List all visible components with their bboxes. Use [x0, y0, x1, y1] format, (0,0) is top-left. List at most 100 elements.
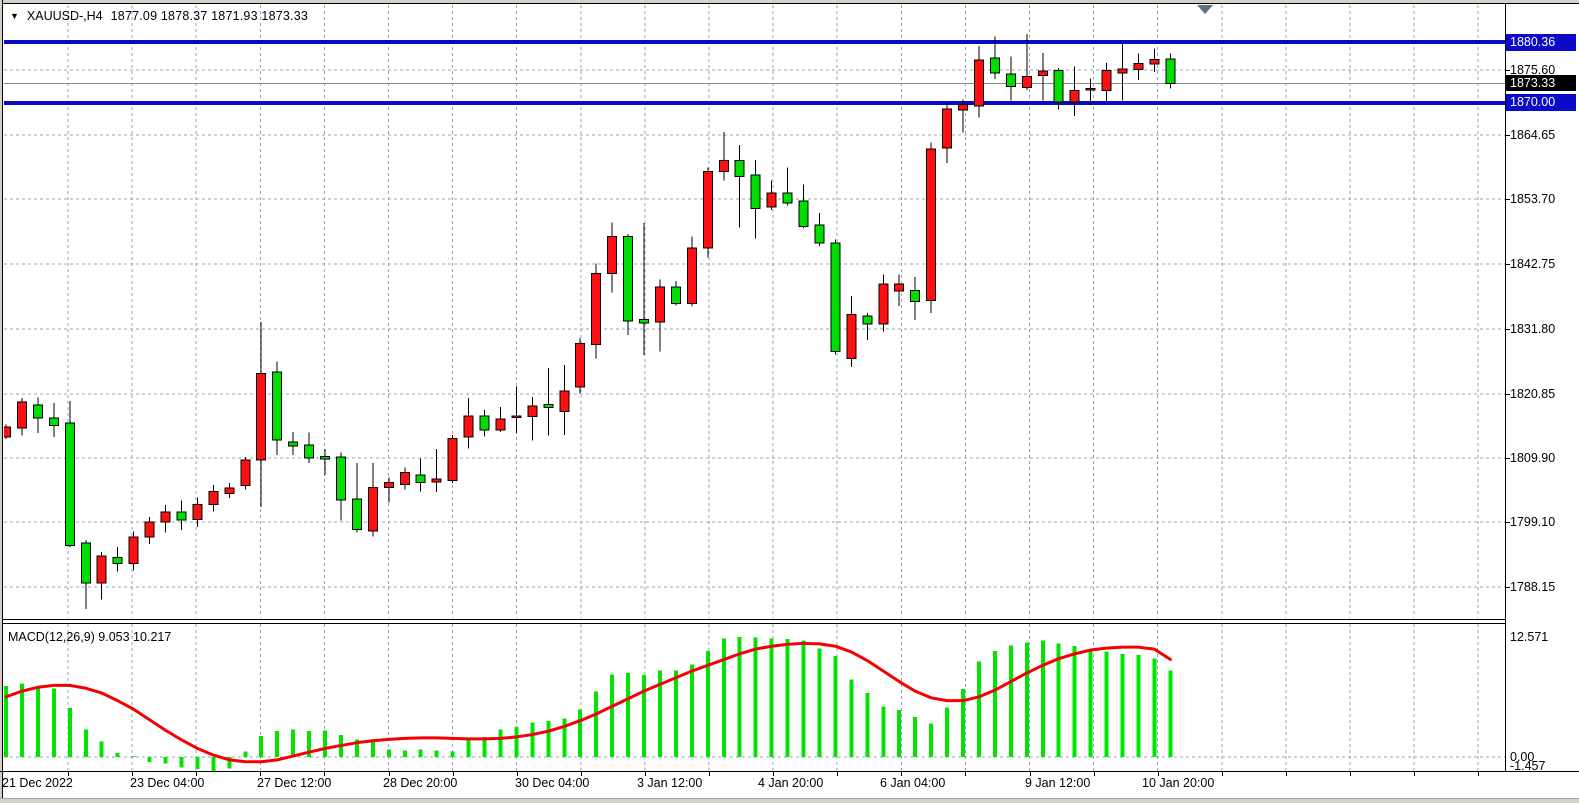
macd-histogram-bar	[865, 693, 870, 757]
macd-histogram-bar	[307, 731, 312, 757]
macd-indicator-label: MACD(12,26,9) 9.053 10.217	[8, 630, 172, 644]
candle-body	[224, 487, 235, 494]
symbol-dropdown-icon[interactable]: ▼	[10, 10, 19, 21]
candle-body	[926, 148, 937, 302]
price-axis-label: 1875.60	[1510, 63, 1556, 77]
candle-body	[862, 315, 873, 325]
chart-shift-marker-icon[interactable]	[1197, 5, 1213, 14]
chart-axis-divider	[1505, 4, 1506, 772]
candle-body	[272, 371, 283, 441]
candle-body	[910, 290, 921, 303]
candle-body	[958, 103, 968, 111]
macd-histogram-bar	[578, 709, 583, 757]
macd-histogram-bar	[1008, 645, 1013, 757]
macd-histogram-bar	[737, 636, 742, 757]
macd-histogram-bar	[913, 716, 918, 757]
macd-axis-label: 0.00	[1510, 750, 1535, 764]
time-axis-label: 10 Jan 20:00	[1142, 776, 1215, 790]
macd-histogram-bar	[195, 757, 200, 769]
macd-histogram-bar	[817, 648, 822, 757]
macd-histogram-bar	[689, 664, 694, 757]
candle-body	[989, 57, 1000, 74]
window-top-edge	[0, 0, 1579, 4]
pane-separator[interactable]	[3, 619, 1506, 624]
price-axis-label: 1809.90	[1510, 451, 1556, 465]
candle-body	[415, 474, 426, 484]
candle-body	[1165, 58, 1176, 84]
time-axis-tick	[1285, 772, 1287, 776]
macd-histogram-bar	[83, 729, 88, 757]
candle-body	[623, 236, 634, 322]
macd-histogram-bar	[35, 686, 40, 757]
candle-body	[782, 192, 793, 204]
candle-body	[575, 343, 586, 388]
macd-histogram-bar	[67, 708, 72, 757]
macd-histogram-bar	[131, 755, 136, 757]
macd-histogram-bar	[514, 727, 519, 757]
price-axis-tick	[1505, 587, 1510, 588]
candle-body	[1005, 73, 1016, 88]
time-axis-tick	[1029, 772, 1031, 776]
price-axis-tick	[1505, 135, 1510, 136]
chart-quote-header: ▼ XAUUSD-,H4 1877.09 1878.37 1871.93 187…	[10, 8, 308, 24]
macd-histogram-bar	[323, 730, 327, 757]
candle-body	[112, 557, 123, 565]
macd-histogram-bar	[227, 757, 232, 769]
macd-histogram-bar	[530, 722, 535, 757]
candle-body	[1053, 70, 1064, 103]
candle-body	[973, 59, 984, 107]
symbol-timeframe-label: XAUUSD-,H4	[26, 9, 103, 23]
macd-histogram-bar	[945, 707, 950, 757]
macd-histogram-bar	[833, 655, 838, 757]
macd-histogram-bar	[1040, 640, 1045, 757]
candle-body	[288, 441, 299, 447]
macd-histogram-bar	[418, 749, 423, 757]
time-axis-tick	[516, 772, 518, 776]
candle-body	[320, 456, 330, 460]
time-axis-label: 30 Dec 04:00	[515, 776, 590, 790]
macd-histogram-bar	[402, 750, 407, 757]
macd-histogram-bar	[705, 650, 710, 757]
candle-body	[96, 555, 107, 584]
candle-body	[431, 478, 442, 483]
macd-histogram-bar	[51, 688, 56, 757]
price-axis-label: 1870.00	[1506, 94, 1576, 111]
candle-body	[1069, 90, 1080, 103]
candle-body	[351, 498, 362, 530]
macd-histogram-bar	[19, 683, 24, 757]
macd-histogram-bar	[849, 679, 854, 757]
candle-body	[144, 521, 155, 538]
candle-body	[1085, 87, 1096, 91]
macd-histogram-bar	[897, 710, 902, 757]
time-axis-label: 28 Dec 20:00	[383, 776, 458, 790]
time-axis-tick	[1350, 772, 1351, 776]
candle-body	[399, 472, 410, 485]
macd-histogram-bar	[1104, 651, 1109, 757]
candle-body	[639, 318, 649, 324]
candle-body	[479, 415, 490, 431]
candle-body	[1101, 70, 1112, 92]
price-axis-tick	[1505, 329, 1510, 330]
candle-body	[176, 511, 187, 521]
macd-histogram-bar	[4, 685, 8, 757]
price-axis-label: 1831.80	[1510, 322, 1556, 336]
candle-body	[240, 459, 251, 487]
macd-histogram-bar	[370, 741, 375, 757]
price-axis-label: 1853.70	[1510, 192, 1556, 206]
macd-histogram-bar	[657, 670, 662, 757]
candle-body	[4, 426, 11, 438]
candles-group	[4, 33, 1176, 610]
macd-histogram-bar	[275, 731, 280, 757]
candle-body	[335, 456, 346, 501]
candle-body	[495, 418, 506, 431]
candle-body	[766, 192, 777, 208]
price-axis-label: 1799.10	[1510, 515, 1556, 529]
main-price-chart[interactable]	[4, 5, 1505, 618]
macd-indicator-pane[interactable]	[4, 624, 1505, 771]
price-axis-tick	[1505, 458, 1510, 459]
price-axis-label: 1873.33	[1506, 75, 1576, 91]
time-axis-tick	[965, 772, 967, 776]
time-axis-label: 4 Jan 20:00	[758, 776, 824, 790]
candle-body	[734, 159, 745, 177]
